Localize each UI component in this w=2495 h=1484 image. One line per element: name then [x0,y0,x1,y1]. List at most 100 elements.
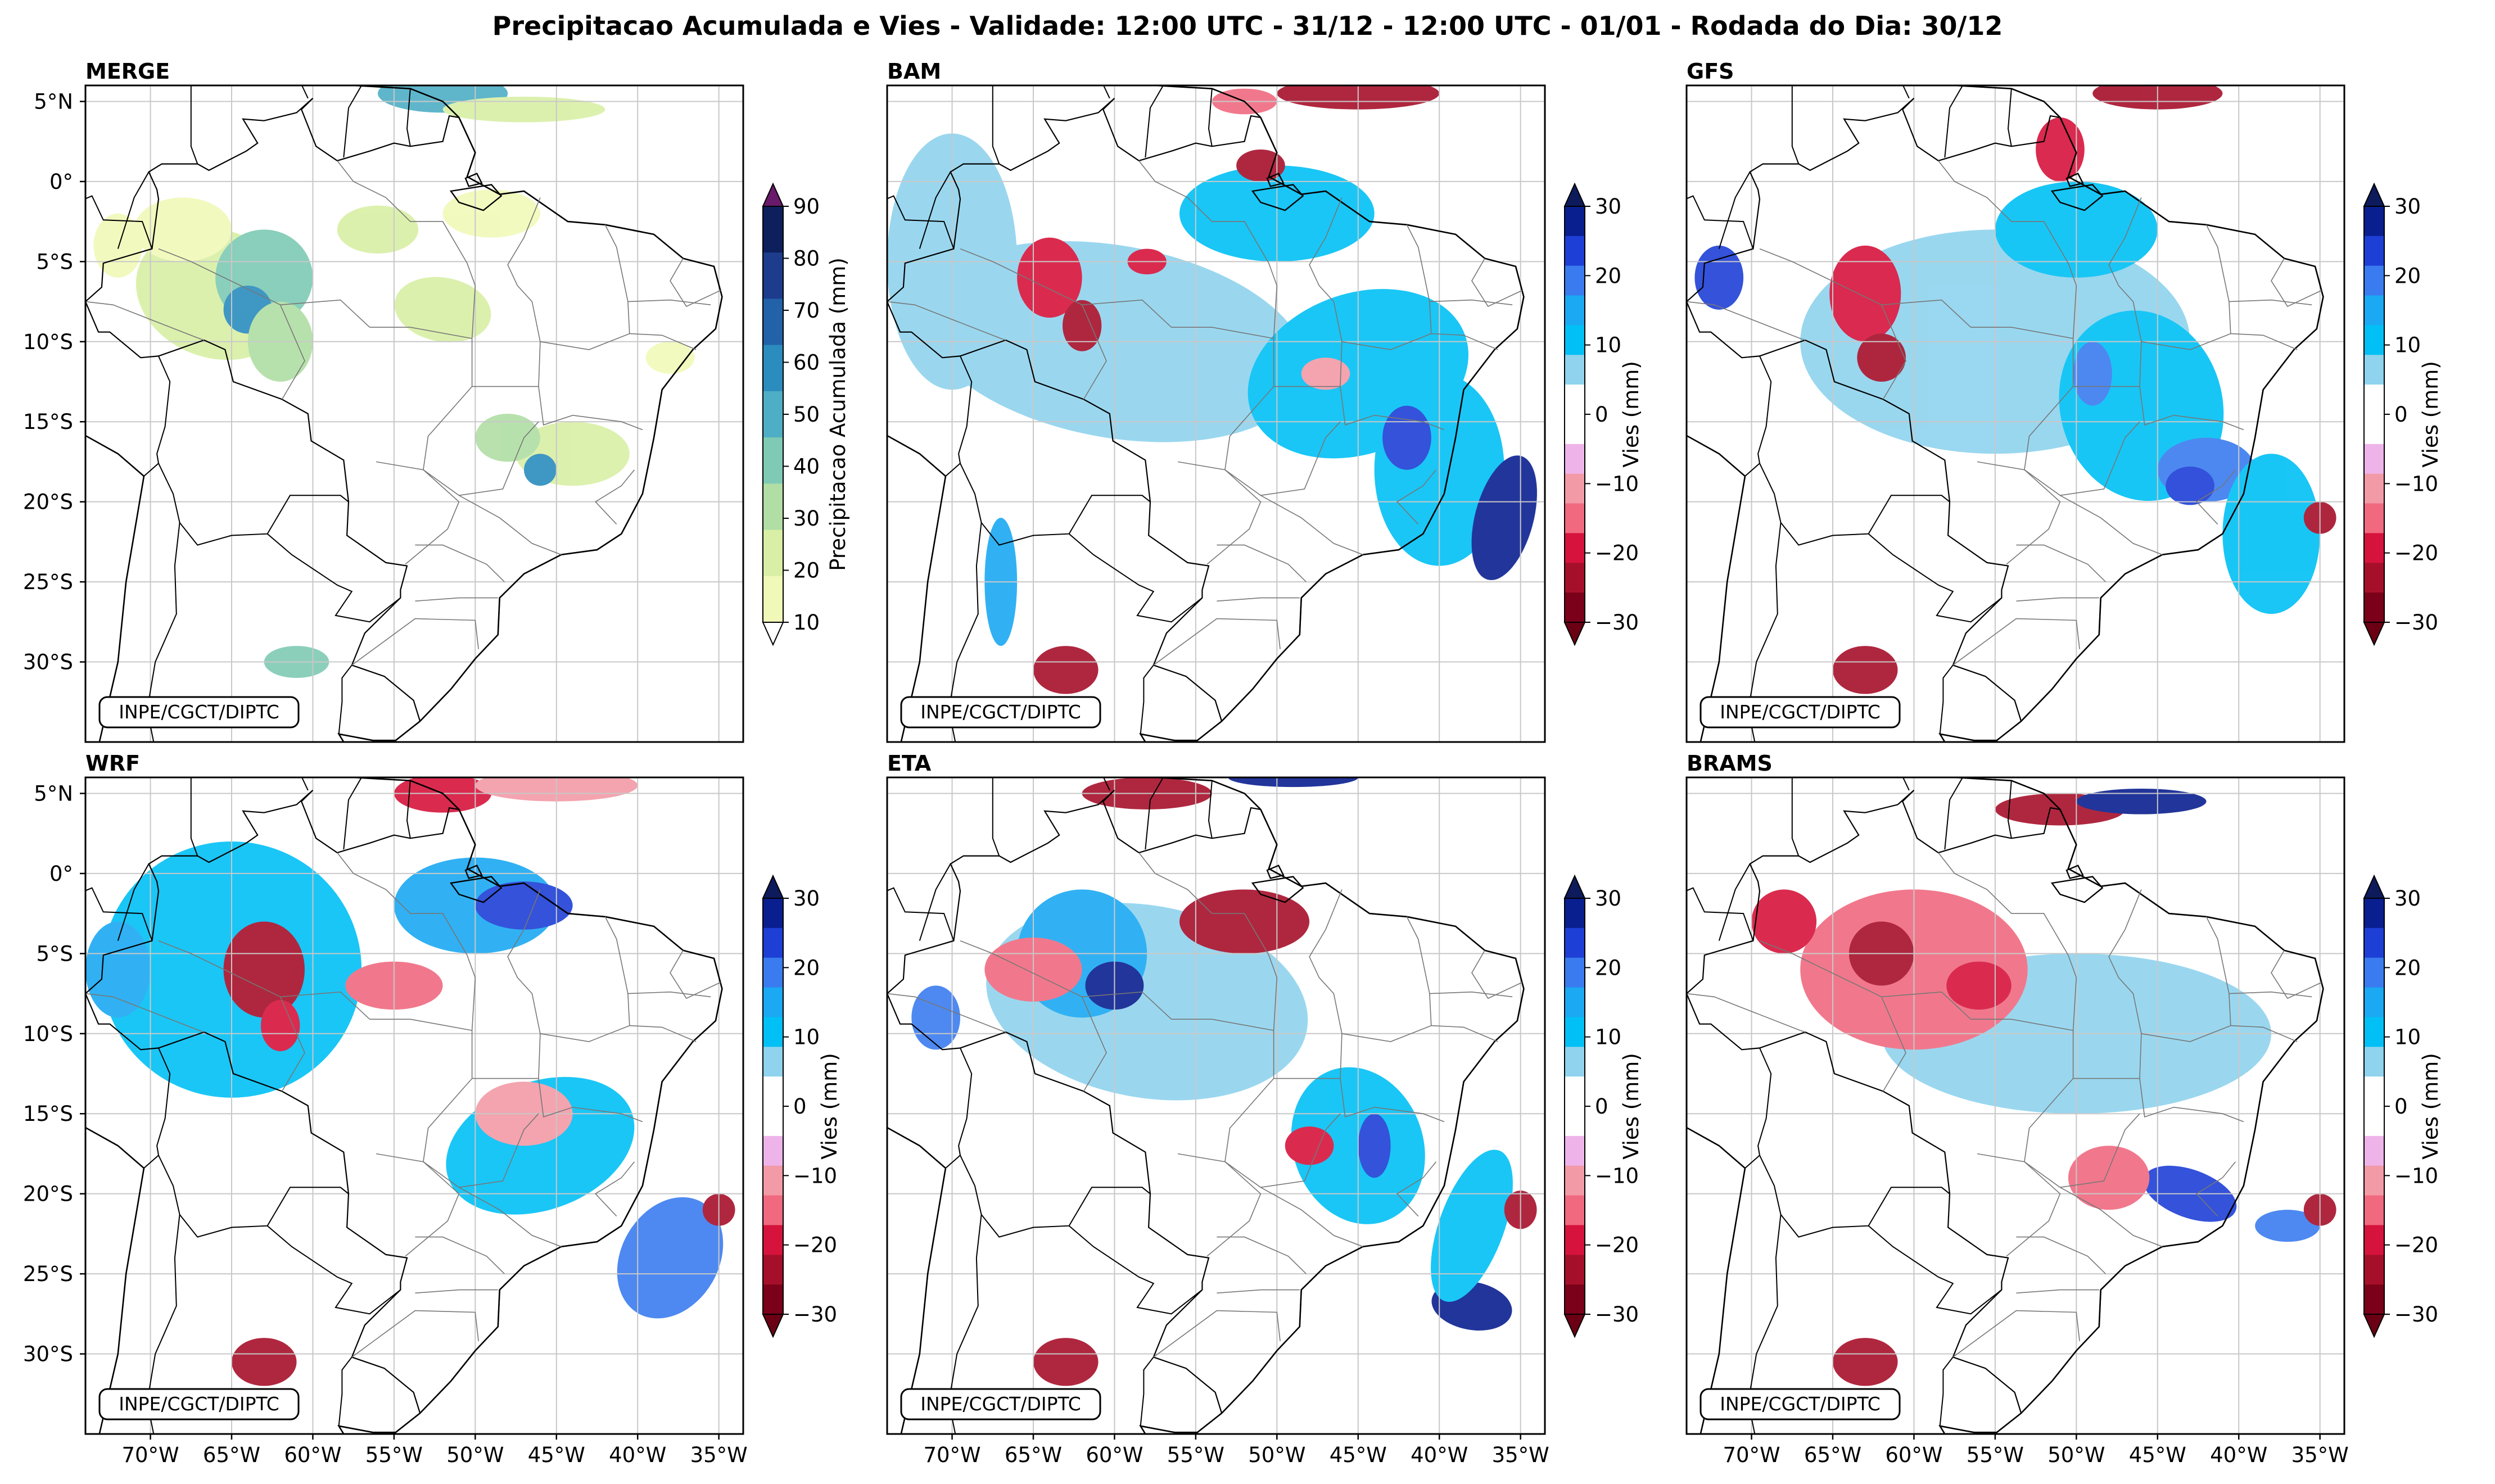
colorbar-tick-label: 0 [2394,402,2408,427]
colorbar-segment [2364,987,2384,1017]
state-border [1260,495,1363,555]
colorbar-tick-label: 10 [1595,333,1621,358]
island-outline [2065,173,2084,187]
precip-cell [223,921,305,1018]
country-border [1068,1225,1203,1315]
colorbar-segment [2364,563,2384,593]
x-tick-label: 50°W [446,1443,504,1467]
state-border [1171,327,1274,339]
state-border [1687,301,1806,341]
colorbar-segment [1565,1255,1585,1285]
country-border [919,171,951,249]
colorbar-segment [1565,1284,1585,1315]
colorbar-over-arrow [1563,182,1586,207]
colorbar-segment [763,483,783,531]
colorbar-tick-label: 90 [793,194,820,219]
state-border [376,1153,460,1257]
colorbar-segment [1565,1017,1585,1047]
colorbar-segment [2364,414,2384,445]
precip-cell [617,1197,724,1319]
colorbar-segment [2364,1106,2384,1137]
x-tick-label: 35°W [690,1443,748,1467]
country-border [117,171,150,249]
precip-cell [2222,454,2320,614]
state-border [1153,618,1281,666]
colorbar-segment [2364,1076,2384,1107]
precip-cell [2076,788,2207,815]
x-tick-label: 40°W [609,1443,666,1467]
colorbar-tick-label: 20 [1595,956,1621,980]
state-border [472,197,541,387]
state-border [2230,333,2298,350]
country-border [266,1225,401,1315]
precip-cell [2036,117,2085,182]
state-border [369,1019,472,1031]
colorbar-under-arrow [2363,622,2385,646]
precip-cell [1285,1126,1334,1165]
colorbar-tick-label: 20 [793,956,820,980]
colorbar-over-arrow [2363,874,2385,899]
credit-label: INPE/CGCT/DIPTC [1700,1388,1901,1420]
island-outline [2050,184,2104,211]
state-border [2195,469,2236,525]
precip-cell [645,341,695,374]
y-tick-label: 30°S [23,1342,73,1367]
state-border [629,333,697,350]
colorbar-segment [763,345,783,392]
x-tick-label: 60°W [284,1443,341,1467]
colorbar-segment [763,1255,783,1285]
x-tick-label: 70°W [923,1443,980,1467]
state-border [415,597,498,602]
country-border [2007,780,2012,839]
island-outline [1251,876,1304,903]
y-tick-label: 30°S [23,650,73,675]
colorbar-segment [1565,1135,1585,1166]
country-border [117,863,150,941]
colorbar-segment [1565,503,1585,533]
x-tick-label: 55°W [365,1443,423,1467]
gridlines [1687,777,2344,1434]
state-border [415,1236,505,1274]
colorbar-tick-label: 80 [793,247,820,271]
colorbar-segment [1565,1076,1585,1107]
svg-text:INPE/CGCT/DIPTC: INPE/CGCT/DIPTC [920,701,1081,723]
country-border [1902,777,1910,791]
country-border [1140,664,1154,734]
state-border [85,301,205,341]
state-border [2016,1236,2106,1274]
colorbar-over-arrow [762,182,784,207]
state-border [2271,258,2322,307]
precip-cell [911,985,960,1050]
gridlines [887,777,1545,1434]
precip-cell [1063,300,1102,351]
colorbar-tick-label: 50 [793,402,820,427]
colorbar-segment [2364,444,2384,474]
country-border [406,88,411,147]
colorbar-tick-label: 70 [793,298,820,323]
precip-cell [1857,333,1906,382]
precip-cell [1236,149,1285,182]
country-border [1868,533,2003,623]
precip-cell [1033,1338,1099,1386]
state-border [1881,996,1906,1092]
y-tick-label: 20°S [23,1182,73,1206]
state-border [1341,916,1432,1042]
precip-cell [85,921,151,1018]
x-tick-label: 55°W [1167,1443,1224,1467]
precip-cell [2255,1210,2320,1242]
country-border [301,85,309,99]
state-border [376,461,460,565]
precip-cell [2173,1042,2239,1090]
colorbar-tick-label: −20 [793,1233,837,1257]
colorbar-tick-label: 30 [793,886,820,911]
country-border [887,195,955,249]
precip-cell [475,881,573,930]
state-border [351,1310,479,1358]
state-border [1431,1025,1498,1042]
country-border [2007,88,2012,147]
state-border [540,224,630,350]
colorbar-segment [763,928,783,958]
country-border [945,1047,973,1169]
colorbar-tick-label: −10 [1595,1164,1639,1188]
